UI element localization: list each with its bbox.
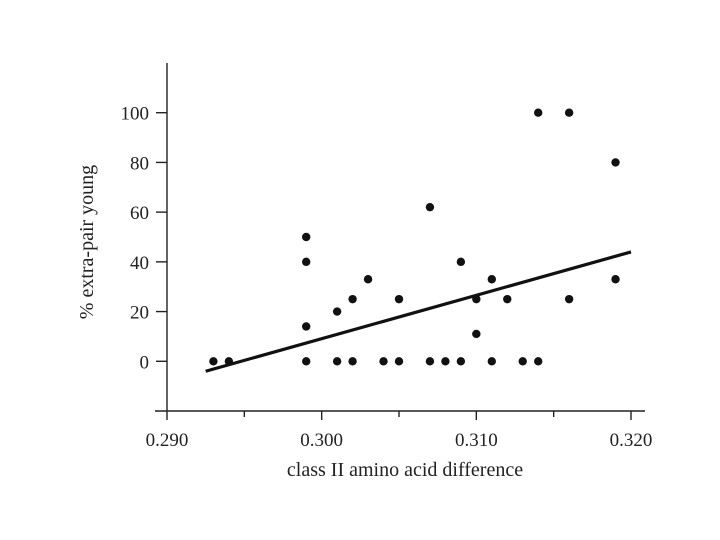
data-point [534,357,543,366]
data-point [302,232,311,242]
axes [155,63,645,412]
x-ticks: 0.290 0.300 0.310 0.320 [146,411,653,451]
data-point [456,257,466,267]
data-point [472,329,481,339]
y-axis-title: % extra-pair young [76,165,98,319]
y-ticks: 0 20 40 60 80 100 [121,104,167,373]
y-tick-label: 40 [130,253,149,274]
data-point [611,275,620,284]
data-point [302,322,311,331]
y-tick-label: 100 [121,104,150,125]
data-point [332,307,342,316]
data-point [425,202,435,212]
x-tick-label: 0.300 [300,430,343,451]
data-point [472,294,481,304]
data-points [209,108,620,366]
data-point [394,294,404,304]
data-point [487,275,496,284]
data-point [348,294,357,304]
data-point [564,108,574,117]
data-point [503,294,512,304]
data-point [518,357,527,366]
data-point [209,357,218,366]
data-point [441,357,450,366]
regression-line [205,250,632,373]
data-point [302,257,311,267]
data-point [379,357,388,366]
data-point [425,357,435,366]
data-point [363,275,373,284]
x-tick-label: 0.290 [146,430,189,451]
y-tick-label: 20 [130,303,149,324]
data-point [394,357,404,366]
x-tick-label: 0.310 [455,430,498,451]
fit-line-group [205,250,632,373]
data-point [348,357,357,366]
x-axis-title: class II amino acid difference [287,459,523,481]
data-point [302,357,311,366]
data-point [224,357,234,366]
data-point [564,294,574,304]
y-tick-label: 80 [130,153,149,174]
data-point [456,357,466,366]
data-point [487,357,496,366]
y-tick-label: 0 [140,352,150,373]
data-point [534,108,543,117]
data-point [611,158,620,167]
data-point [332,357,342,366]
x-tick-label: 0.320 [610,430,653,451]
y-tick-label: 60 [130,203,149,224]
